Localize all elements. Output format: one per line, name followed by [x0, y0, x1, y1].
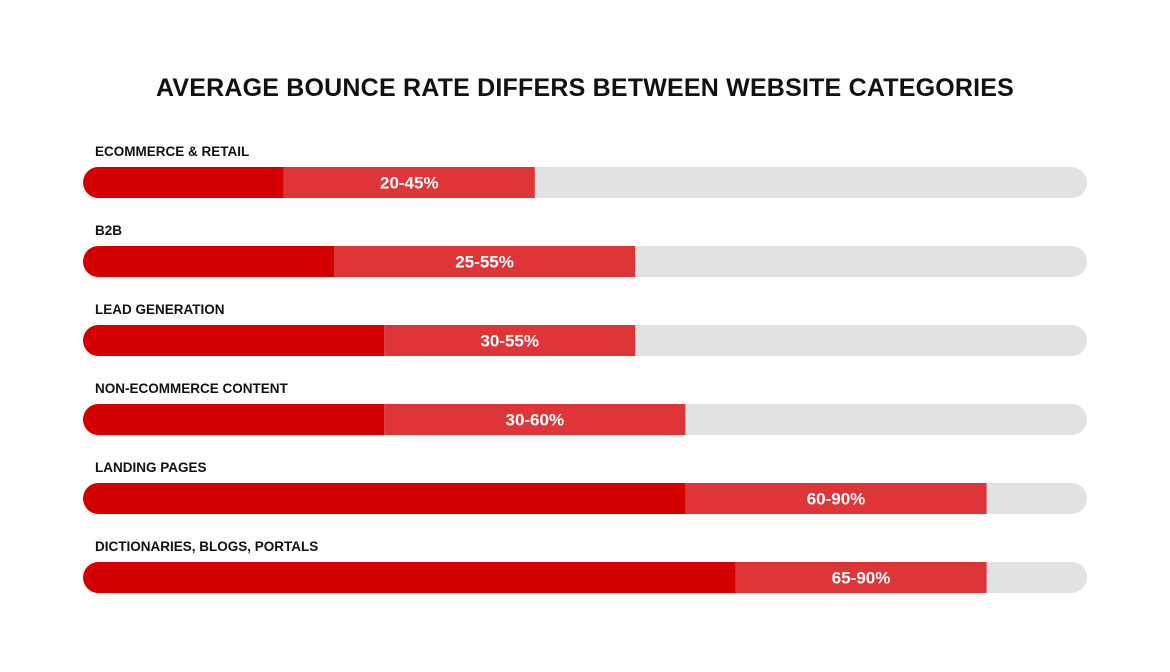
- category-label: NON-ECOMMERCE CONTENT: [95, 381, 288, 396]
- range-label: 30-60%: [505, 411, 564, 430]
- bar-row: DICTIONARIES, BLOGS, PORTALS 65-90%: [83, 539, 1087, 593]
- bar-low-segment: [83, 325, 385, 356]
- bar-low-segment: [83, 246, 334, 277]
- bar-low-segment: [83, 404, 385, 435]
- range-label: 30-55%: [480, 332, 539, 351]
- category-label: LEAD GENERATION: [95, 302, 225, 317]
- range-label: 25-55%: [455, 253, 514, 272]
- bar-row: LANDING PAGES 60-90%: [83, 460, 1087, 514]
- bar-row: B2B 25-55%: [83, 223, 1087, 277]
- bar-range-segment: [384, 404, 686, 435]
- category-label: DICTIONARIES, BLOGS, PORTALS: [95, 539, 318, 554]
- bar-range-segment: [685, 483, 987, 514]
- range-label: 20-45%: [380, 174, 439, 193]
- bar-row: NON-ECOMMERCE CONTENT 30-60%: [83, 381, 1087, 435]
- category-label: B2B: [95, 223, 122, 238]
- range-label: 60-90%: [807, 490, 866, 509]
- bar-range-segment: [334, 246, 636, 277]
- bar-range-segment: [384, 325, 636, 356]
- bar-range-segment: [735, 562, 987, 593]
- bar-row: ECOMMERCE & RETAIL 20-45%: [83, 144, 1087, 198]
- bar-low-segment: [83, 167, 284, 198]
- chart-title: AVERAGE BOUNCE RATE DIFFERS BETWEEN WEBS…: [155, 74, 1015, 102]
- bar-low-segment: [83, 483, 686, 514]
- category-label: ECOMMERCE & RETAIL: [95, 144, 249, 159]
- range-label: 65-90%: [832, 569, 891, 588]
- bar-row: LEAD GENERATION 30-55%: [83, 302, 1087, 356]
- bar-range-segment: [283, 167, 535, 198]
- bar-low-segment: [83, 562, 736, 593]
- category-label: LANDING PAGES: [95, 460, 207, 475]
